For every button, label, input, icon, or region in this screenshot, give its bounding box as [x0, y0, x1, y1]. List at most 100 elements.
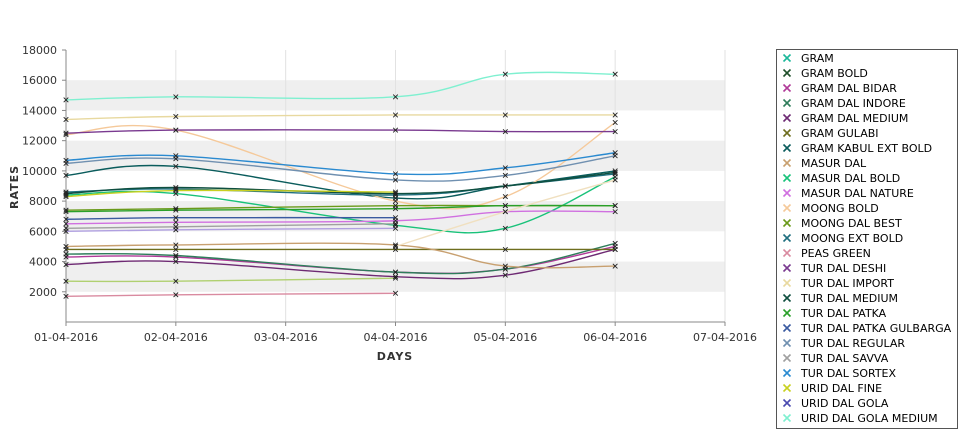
data-point	[63, 221, 69, 227]
x-tick-label: 07-04-2016	[693, 331, 757, 344]
data-point	[392, 112, 399, 118]
legend-item: MASUR DAL BOLD	[782, 172, 900, 185]
data-point	[63, 251, 69, 257]
data-point	[392, 225, 399, 231]
data-point	[392, 171, 399, 177]
series-line	[65, 242, 616, 269]
data-point	[63, 293, 69, 299]
data-point	[63, 189, 69, 195]
y-tick-label: 14000	[22, 104, 57, 117]
legend-item: TUR DAL SAVVA	[782, 352, 889, 365]
data-point	[612, 71, 618, 77]
data-point	[502, 128, 508, 135]
data-point	[173, 254, 179, 260]
data-point	[502, 272, 508, 278]
data-point	[612, 177, 618, 183]
legend-label: GRAM BOLD	[801, 67, 868, 80]
data-point	[392, 242, 399, 248]
legend-label: URID DAL GOLA MEDIUM	[801, 412, 938, 425]
data-point	[392, 215, 399, 221]
vertical-gridlines	[175, 50, 726, 322]
legend-label: TUR DAL SAVVA	[800, 352, 889, 365]
data-point	[63, 193, 69, 200]
series-line	[65, 227, 396, 233]
y-tick-labels: 2000 4000 6000 8000 10000 12000 14000 16000 1800…	[22, 44, 66, 299]
legend-label: GRAM	[801, 52, 834, 65]
data-point	[502, 165, 508, 171]
data-point	[392, 177, 399, 183]
x-tick-label: 06-04-2016	[583, 331, 647, 344]
data-point	[612, 246, 618, 253]
legend-item: MOONG DAL BEST	[782, 217, 902, 230]
data-point	[173, 215, 179, 221]
data-point	[612, 169, 618, 176]
series-line	[65, 277, 396, 283]
legend-item: GRAM BOLD	[782, 67, 868, 80]
data-point	[502, 263, 508, 269]
data-point	[173, 153, 179, 159]
legend-label: PEAS GREEN	[801, 247, 871, 260]
y-tick-label: 8000	[29, 195, 57, 208]
data-point	[502, 172, 508, 179]
data-point	[392, 190, 399, 197]
x-tick-label: 01-04-2016	[34, 331, 98, 344]
legend-item: URID DAL GOLA MEDIUM	[782, 412, 938, 425]
data-point	[173, 206, 179, 212]
legend-label: GRAM DAL BIDAR	[801, 82, 897, 95]
y-tick-label: 6000	[29, 225, 57, 238]
legend-label: GRAM DAL INDORE	[801, 97, 906, 110]
legend-label: URID DAL GOLA	[801, 397, 889, 410]
y-tick-label: 2000	[29, 286, 57, 299]
data-point	[502, 112, 508, 118]
data-point	[502, 183, 508, 189]
legend: GRAM GRAM BOLD GRAM DAL BIDAR GRAM DAL INDO…	[776, 49, 958, 429]
series-line	[65, 292, 396, 298]
data-point	[392, 206, 399, 212]
legend-item: TUR DAL PATKA GULBARGA	[782, 322, 952, 335]
legend-label: GRAM DAL MEDIUM	[801, 112, 908, 125]
legend-label: TUR DAL PATKA GULBARGA	[800, 322, 952, 335]
legend-item: GRAM KABUL EXT BOLD	[782, 142, 932, 155]
data-point	[63, 157, 69, 163]
legend-label: MOONG EXT BOLD	[801, 232, 903, 245]
series-lines	[65, 71, 616, 298]
series-line	[65, 155, 616, 182]
data-point	[392, 127, 399, 133]
data-point	[392, 269, 399, 275]
legend-item: MASUR DAL NATURE	[782, 187, 914, 200]
x-tick-label: 05-04-2016	[473, 331, 537, 344]
data-point	[63, 261, 69, 268]
x-tick-label: 03-04-2016	[254, 331, 318, 344]
legend-item: TUR DAL MEDIUM	[782, 292, 898, 305]
series-line	[65, 152, 616, 176]
legend-item: TUR DAL DESHI	[782, 262, 886, 275]
legend-label: MOONG BOLD	[801, 202, 879, 215]
data-point	[173, 278, 179, 284]
series-line	[65, 121, 616, 210]
legend-item: MASUR DAL	[782, 157, 867, 170]
legend-label: TUR DAL PATKA	[800, 307, 887, 320]
data-point	[612, 128, 618, 135]
y-tick-label: 4000	[29, 256, 57, 269]
data-point	[502, 71, 508, 77]
data-point	[173, 94, 179, 100]
legend-items: GRAM GRAM BOLD GRAM DAL BIDAR GRAM DAL INDO…	[782, 52, 952, 425]
legend-item: MOONG BOLD	[782, 202, 879, 215]
data-point	[63, 132, 69, 138]
data-point	[173, 187, 179, 194]
series-line	[65, 189, 396, 198]
data-point	[612, 150, 618, 156]
data-point	[63, 216, 69, 222]
legend-item: URID DAL GOLA	[782, 397, 889, 410]
series-line	[65, 171, 616, 195]
data-point	[612, 112, 618, 118]
data-point	[63, 209, 69, 215]
legend-label: GRAM GULABI	[801, 127, 879, 140]
series-line	[65, 204, 616, 213]
data-point	[612, 119, 618, 126]
series-line	[65, 71, 616, 101]
legend-item: GRAM DAL BIDAR	[782, 82, 897, 95]
legend-item: GRAM DAL INDORE	[782, 97, 906, 110]
data-point	[63, 228, 69, 234]
